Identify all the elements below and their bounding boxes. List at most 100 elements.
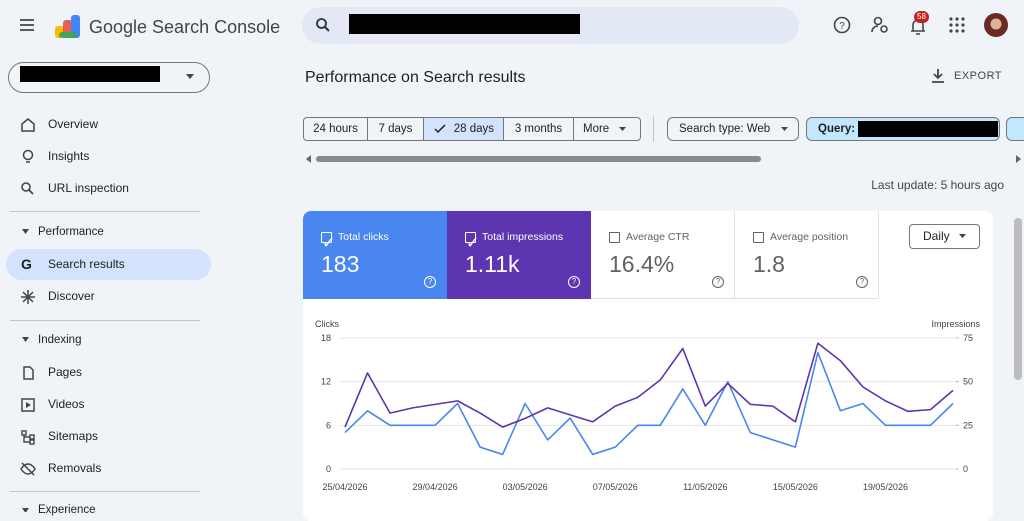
y2-axis-label: Impressions [931, 319, 980, 329]
selected-nav [6, 249, 211, 280]
metric-label: Total impressions [482, 231, 564, 243]
search-icon [316, 18, 330, 32]
nav-item[interactable]: Discover [48, 289, 95, 303]
menu-icon[interactable] [18, 16, 38, 34]
checkbox: ✓ [321, 232, 335, 252]
check-icon [434, 124, 446, 134]
caret [22, 229, 29, 234]
metric-label: Average CTR [626, 231, 690, 243]
range-chip[interactable]: 3 months [503, 117, 574, 141]
divider [653, 116, 654, 142]
help-icon[interactable]: ? [424, 276, 436, 288]
series-line [344, 351, 954, 456]
metric-label: Total clicks [338, 231, 389, 243]
x-tick-label: 25/04/2026 [322, 482, 367, 492]
settings-icon[interactable] [870, 15, 890, 35]
search-icon [21, 182, 34, 195]
x-tick-label: 11/05/2026 [683, 482, 727, 492]
page-title: Performance on Search results [305, 69, 526, 86]
x-tick-label: 19/05/2026 [863, 482, 908, 492]
range-chip-selected[interactable]: 28 days [423, 117, 504, 141]
metric-value: 1.8 [753, 251, 785, 277]
checkbox: ✓ [465, 232, 479, 252]
scrollbar[interactable] [303, 153, 1024, 165]
caret [22, 508, 29, 512]
nav-item[interactable]: Removals [48, 461, 102, 475]
svg-text:?: ? [839, 21, 845, 32]
redacted [20, 66, 160, 82]
video-icon [21, 398, 35, 412]
checkbox [753, 232, 764, 243]
help-icon[interactable]: ? [856, 276, 868, 288]
property-selector[interactable] [8, 62, 210, 93]
caret [186, 74, 194, 79]
last-update: Last update: 5 hours ago [871, 178, 1004, 192]
y2-tick-label: 25 [963, 420, 973, 430]
removals-icon [20, 462, 36, 476]
y-tick-label: 0 [326, 464, 331, 474]
y2-tick-label: 75 [963, 333, 973, 343]
x-tick-label: 07/05/2026 [593, 482, 638, 492]
caret [781, 127, 788, 131]
nav-item[interactable]: Overview [48, 117, 99, 131]
metric-label: Average position [770, 231, 849, 243]
nav-section[interactable]: Experience [38, 504, 96, 516]
y-tick-label: 18 [321, 333, 331, 343]
help-icon[interactable]: ? [832, 15, 852, 35]
separator [10, 491, 200, 492]
y2-tick-label: 50 [963, 377, 973, 387]
nav-item[interactable]: Insights [48, 149, 90, 163]
caret [22, 337, 29, 342]
separator [10, 211, 200, 212]
nav-item[interactable]: URL inspection [48, 181, 129, 195]
avatar[interactable] [983, 12, 1009, 38]
nav-item[interactable]: Search results [48, 257, 125, 271]
page-scrollbar[interactable] [1014, 218, 1022, 380]
y-tick-label: 6 [326, 420, 331, 430]
caret [959, 234, 966, 238]
y2-tick-label: 0 [963, 464, 968, 474]
metric-tile[interactable]: Average CTR 16.4%? [591, 211, 735, 299]
nav-item[interactable]: Pages [48, 365, 83, 379]
nav-item[interactable]: Videos [48, 397, 85, 411]
download-icon [932, 69, 944, 83]
nav-section[interactable]: Performance [38, 226, 104, 238]
logo [55, 15, 80, 38]
g-icon: G [21, 256, 32, 272]
range-chip[interactable]: 7 days [367, 117, 424, 141]
range-chip[interactable]: 24 hours [303, 117, 368, 141]
granularity-select[interactable]: Daily [909, 224, 980, 249]
checkbox [609, 232, 620, 243]
metric-tile[interactable]: Average position 1.8? [735, 211, 879, 299]
search-type-chip[interactable]: Search type: Web [667, 117, 799, 141]
product-name: Google Search Console [89, 17, 281, 37]
x-tick-label: 15/05/2026 [773, 482, 818, 492]
apps-icon[interactable] [948, 16, 966, 34]
chart: Clicks Impressions 0 6 12 18 0 25 50 75 25/04/2026… [315, 319, 981, 492]
sitemap-icon [21, 430, 35, 445]
nav-section[interactable]: Indexing [38, 334, 82, 346]
metric-tile[interactable]: ✓ Total clicks 183? [303, 211, 447, 299]
pages-icon [23, 366, 34, 380]
nav-item[interactable]: Sitemaps [48, 429, 99, 443]
caret [619, 127, 626, 131]
redacted [349, 14, 580, 34]
metric-value: 1.11k [465, 251, 520, 277]
help-icon[interactable]: ? [712, 276, 724, 288]
export-button[interactable]: EXPORT [954, 70, 1003, 82]
metric-value: 16.4% [609, 251, 675, 277]
discover-icon [21, 290, 35, 304]
metric-tile[interactable]: ✓ Total impressions 1.11k? [447, 211, 591, 299]
series-line [344, 342, 954, 428]
help-icon[interactable]: ? [568, 276, 580, 288]
home-icon [21, 118, 35, 132]
separator [10, 320, 200, 321]
x-tick-label: 29/04/2026 [413, 482, 458, 492]
redacted [858, 121, 998, 137]
metric-value: 183 [321, 251, 360, 277]
filter-chip[interactable] [1006, 117, 1024, 141]
y-tick-label: 12 [321, 377, 331, 387]
range-chip[interactable]: More [573, 117, 641, 141]
notification-badge: 58 [914, 11, 929, 23]
